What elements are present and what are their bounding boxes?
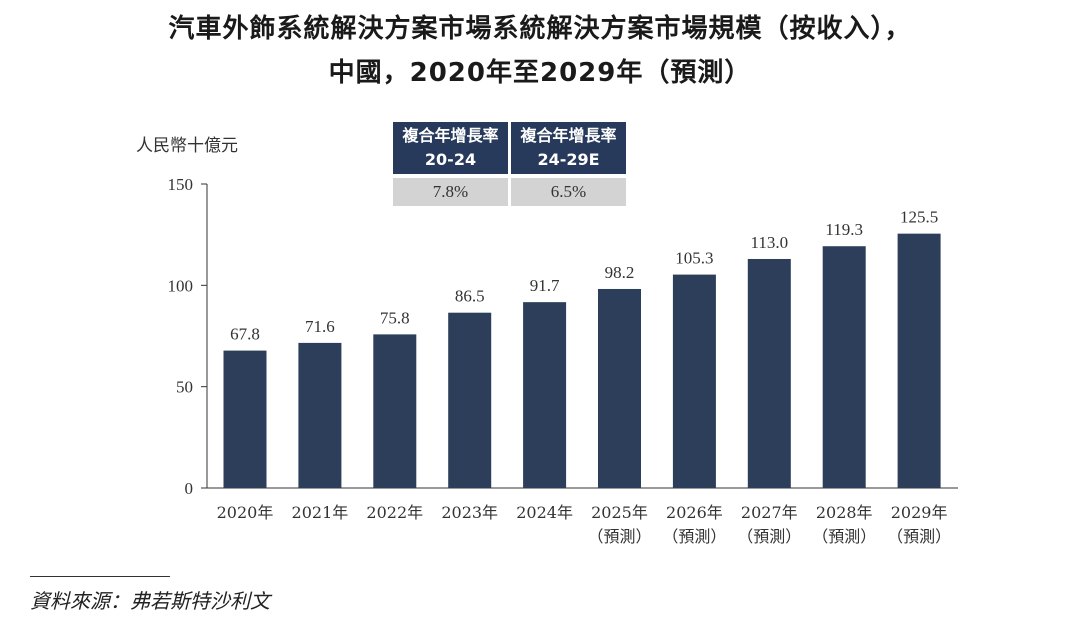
bar-value-label: 98.2: [605, 263, 635, 282]
cagr-header-title: 複合年增長率: [520, 126, 617, 145]
x-tick-sublabel: （預測）: [887, 527, 951, 546]
y-axis-unit-label: 人民幣十億元: [136, 136, 238, 156]
y-tick-label: 150: [168, 175, 194, 194]
x-tick-label: 2023年: [441, 503, 498, 522]
chart-title-line-2: 中國，2020年至2029年（預測）: [328, 58, 752, 88]
cagr-value-20-24: 7.8%: [393, 178, 508, 206]
x-tick-label: 2020年: [217, 503, 274, 522]
bar-value-label: 71.6: [305, 317, 335, 336]
bar-value-label: 75.8: [380, 308, 410, 327]
bar-value-label: 86.5: [455, 287, 485, 306]
y-tick-label: 0: [185, 479, 194, 498]
x-tick-label: 2021年: [292, 503, 349, 522]
chart-title-line-1: 汽車外飾系統解決方案市場系統解決方案市場規模（按收入），: [168, 14, 912, 44]
bar-value-label: 105.3: [675, 249, 713, 268]
bar: [223, 350, 267, 488]
bar-value-label: 119.3: [825, 220, 863, 239]
x-tick-label: 2026年: [666, 503, 723, 522]
x-tick-sublabel: （預測）: [662, 527, 726, 546]
x-tick-label: 2028年: [816, 503, 873, 522]
cagr-header-20-24: 複合年增長率 20-24: [393, 122, 508, 174]
x-tick-sublabel: （預測）: [737, 527, 801, 546]
bar-value-label: 91.7: [530, 276, 560, 295]
x-tick-sublabel: （預測）: [812, 527, 876, 546]
bar-value-label: 67.8: [230, 325, 260, 344]
x-tick-label: 2029年: [891, 503, 948, 522]
bar: [747, 258, 791, 488]
bar: [298, 342, 342, 488]
bar: [822, 246, 866, 488]
x-tick-label: 2024年: [516, 503, 573, 522]
cagr-value-24-29e: 6.5%: [511, 178, 626, 206]
y-tick-label: 50: [176, 378, 193, 397]
source-note: 資料來源：弗若斯特沙利文: [30, 589, 270, 613]
y-tick-label: 100: [168, 276, 194, 295]
bar: [523, 302, 567, 488]
x-tick-label: 2027年: [741, 503, 798, 522]
x-tick-sublabel: （預測）: [587, 527, 651, 546]
bar: [672, 274, 716, 488]
cagr-header-title: 複合年增長率: [402, 126, 499, 145]
x-tick-label: 2022年: [366, 503, 423, 522]
bar: [448, 312, 492, 488]
x-tick-label: 2025年: [591, 503, 648, 522]
bar-value-label: 125.5: [900, 208, 938, 227]
cagr-header-period: 20-24: [424, 150, 477, 169]
cagr-header-24-29e: 複合年增長率 24-29E: [511, 122, 626, 174]
source-divider: [30, 576, 170, 577]
cagr-header-period: 24-29E: [537, 150, 600, 169]
bar: [373, 334, 417, 488]
bar: [897, 233, 941, 488]
bar-value-label: 113.0: [750, 233, 788, 252]
bar: [598, 288, 641, 488]
